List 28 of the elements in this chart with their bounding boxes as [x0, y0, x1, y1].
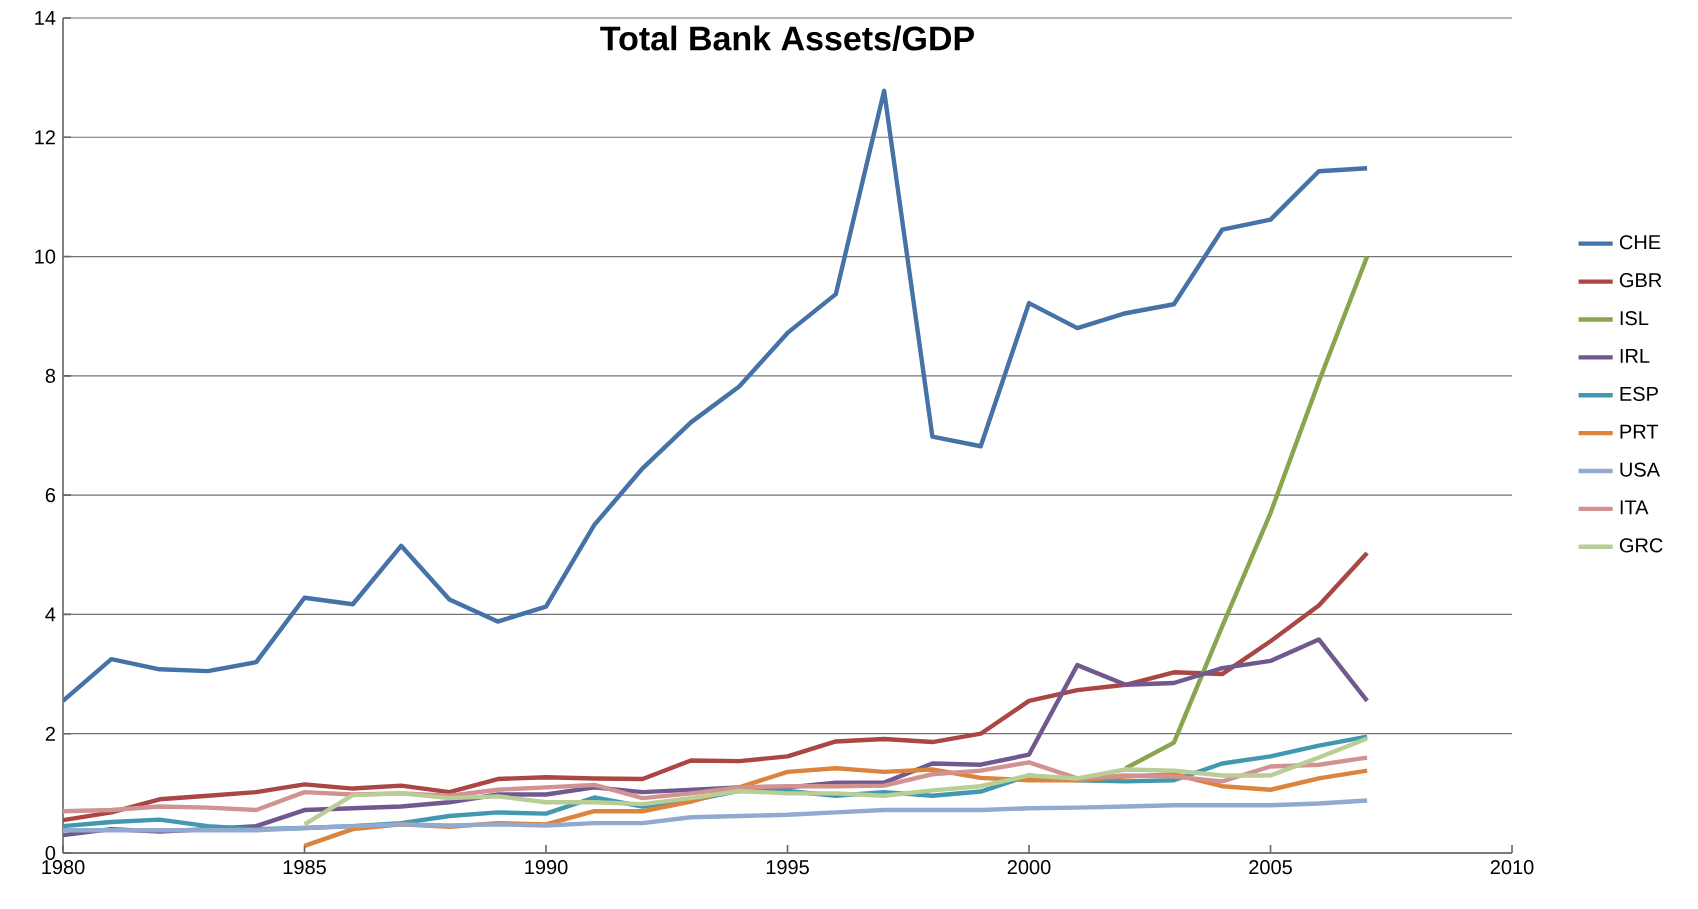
legend-label: GBR [1619, 273, 1662, 288]
x-tick-label: 1985 [283, 860, 326, 875]
legend-label: USA [1620, 462, 1660, 477]
y-tick-label: 0 [45, 845, 56, 861]
legend-label: PRT [1620, 424, 1659, 439]
y-tick-label: 8 [45, 368, 56, 383]
legend-label: ESP [1620, 386, 1658, 401]
line-series [63, 88, 1370, 704]
legend-label: IRL [1620, 349, 1650, 363]
y-tick-label: 2 [45, 726, 55, 741]
legend-label: ISL [1620, 311, 1649, 326]
y-tick-label: 14 [35, 11, 56, 25]
x-tick-label: 2000 [1007, 860, 1051, 875]
x-tick-label: 2010 [1490, 860, 1534, 875]
legend-label: CHE [1619, 235, 1661, 250]
x-tick-label: 1980 [42, 860, 85, 875]
chart-title: Total Bank Assets/GDP [600, 25, 974, 51]
line-series [63, 550, 1370, 823]
x-tick-label: 1995 [766, 860, 809, 875]
line-series [302, 736, 1370, 827]
x-tick-label: 1990 [525, 860, 568, 875]
y-tick-label: 4 [45, 607, 56, 622]
legend-label: GRC [1619, 538, 1663, 553]
x-tick-label: 2005 [1249, 860, 1292, 875]
y-tick-label: 12 [35, 130, 55, 145]
legend-label: ITA [1620, 500, 1649, 515]
y-tick-label: 10 [35, 249, 56, 264]
y-tick-label: 6 [45, 488, 56, 503]
